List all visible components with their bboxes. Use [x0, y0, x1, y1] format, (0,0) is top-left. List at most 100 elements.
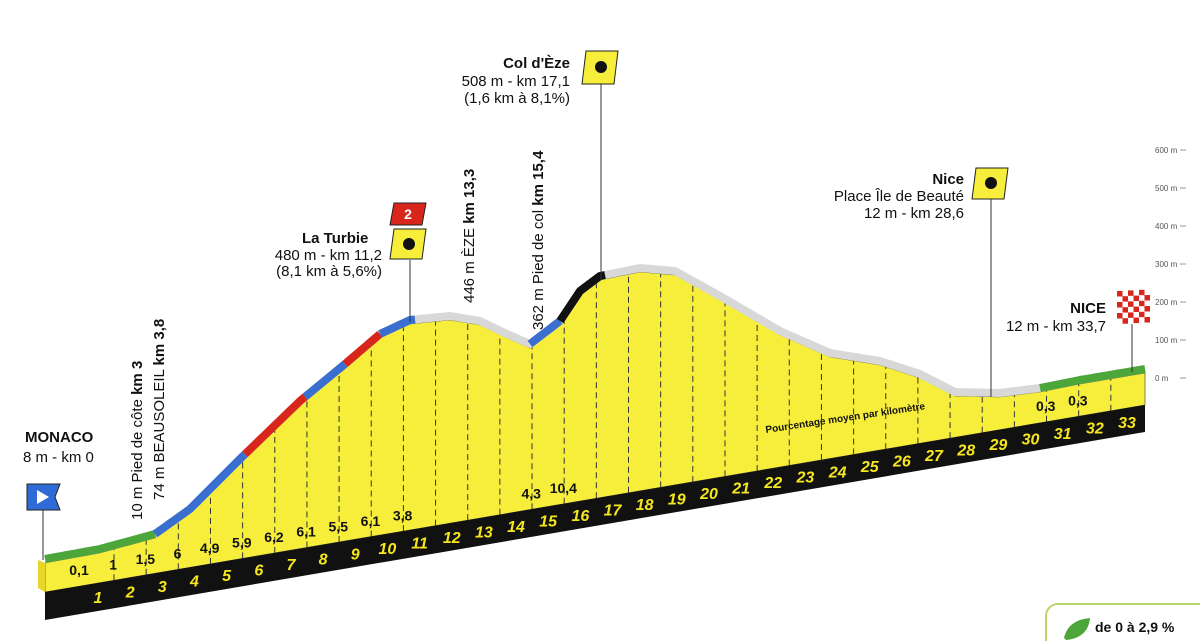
category: 2 — [404, 206, 412, 222]
note: 74 m BEAUSOLEIL — [151, 369, 168, 500]
check — [1139, 300, 1145, 307]
gradient-label: 6,1 — [361, 513, 381, 529]
road-segment — [527, 317, 563, 348]
km-marker: 6 — [254, 563, 263, 580]
km-marker: 10 — [379, 541, 397, 558]
axis-label: 0 m — [1155, 374, 1169, 383]
axis-label: 300 m — [1155, 260, 1178, 269]
legend-icon — [1064, 618, 1090, 640]
check — [1133, 290, 1139, 296]
side — [38, 560, 45, 592]
km-marker: 21 — [731, 481, 750, 498]
check — [1117, 313, 1123, 319]
check — [1133, 301, 1139, 307]
check — [1122, 318, 1128, 324]
climb-altitude: 508 m - km 17,1 — [462, 73, 570, 90]
km-markers: 10,12131,54654,965,976,286,195,5106,1113… — [69, 393, 1136, 607]
note: 10 m Pied de côte — [129, 399, 146, 520]
km-marker: 5 — [222, 568, 232, 585]
km-marker: 33 — [1118, 415, 1136, 432]
check — [1144, 289, 1150, 295]
check — [1133, 317, 1139, 324]
km-band — [45, 405, 1145, 620]
km-marker: 2 — [125, 585, 135, 602]
gradient-label: 1 — [109, 557, 117, 573]
km-marker: 29 — [988, 437, 1007, 454]
check — [1128, 312, 1134, 318]
altitude-axis: 600 m 500 m 400 m 300 m 200 m 100 m 0 m — [1155, 146, 1186, 383]
check — [1128, 317, 1134, 324]
check — [1128, 301, 1134, 307]
check — [1139, 311, 1145, 318]
category-flag — [389, 202, 427, 226]
check — [1139, 317, 1145, 323]
gradient-label: 0,3 — [1068, 393, 1088, 409]
check — [1139, 295, 1145, 301]
icon — [37, 490, 49, 504]
km-marker: 3 — [158, 579, 167, 596]
axis-label: 200 m — [1155, 298, 1178, 307]
check — [1117, 291, 1123, 297]
km-marker: 24 — [828, 464, 847, 481]
road-segment — [378, 315, 416, 338]
km-marker: 11 — [411, 535, 428, 552]
axis-label: 500 m — [1155, 184, 1178, 193]
check — [1144, 317, 1150, 323]
gradient-label: 10,4 — [550, 480, 577, 496]
km-marker: 14 — [507, 519, 525, 536]
note: 362 m Pied de col — [530, 210, 547, 330]
km-marker: 25 — [860, 459, 880, 476]
finish-flag — [1117, 289, 1150, 324]
note-km: km 3 — [129, 361, 146, 395]
vertical-note: 362 m Pied de col km 15,4 — [530, 150, 547, 330]
km-marker: 22 — [763, 475, 782, 492]
km-marker: 18 — [636, 497, 654, 514]
finish-detail: 12 m - km 33,7 — [1006, 318, 1106, 335]
check — [1122, 290, 1128, 297]
check — [1144, 295, 1150, 301]
vertical-note: 446 m ÈZE km 13,3 — [461, 169, 478, 303]
gradient-label: 6 — [174, 546, 182, 562]
km-marker: 28 — [956, 442, 975, 459]
check — [1122, 296, 1128, 302]
note: 446 m ÈZE — [461, 228, 478, 303]
climb-detail: (8,1 km à 5,6%) — [276, 263, 382, 280]
km-marker: 20 — [699, 486, 718, 503]
check — [1133, 312, 1139, 318]
vertical-note: 10 m Pied de côte km 3 — [129, 361, 146, 520]
road-segment — [556, 271, 606, 324]
check — [1122, 312, 1128, 319]
sprint-place: Place Île de Beauté — [834, 188, 964, 205]
check — [1139, 289, 1145, 296]
gradient-label: 4,3 — [521, 485, 541, 501]
note-km: km 13,3 — [461, 169, 478, 224]
km-marker: 23 — [796, 470, 815, 487]
km-marker: 27 — [924, 448, 944, 465]
check — [1128, 295, 1134, 302]
check — [1133, 306, 1139, 313]
check — [1117, 318, 1123, 324]
check — [1122, 307, 1128, 313]
gradient-label: 0,1 — [69, 562, 89, 578]
check — [1117, 296, 1123, 302]
note-km: km 3,8 — [151, 319, 168, 366]
climb-detail: (1,6 km à 8,1%) — [464, 90, 570, 107]
check — [1117, 302, 1123, 308]
road-segment — [1039, 365, 1146, 392]
check — [1117, 307, 1123, 313]
climb-altitude: 480 m - km 11,2 — [275, 247, 382, 264]
check — [1128, 306, 1134, 313]
gradient-label: 1,5 — [136, 551, 156, 567]
gradient-label: 0,3 — [1036, 398, 1056, 414]
km-marker: 8 — [319, 552, 328, 569]
gradient-label: 4,9 — [200, 540, 220, 556]
icon — [595, 61, 607, 73]
gradient-label: 6,2 — [264, 529, 284, 545]
axis-label: 400 m — [1155, 222, 1178, 231]
check — [1122, 301, 1128, 308]
profile — [38, 271, 1146, 620]
km-marker: 32 — [1086, 421, 1104, 438]
km-lines — [113, 273, 1112, 581]
axis-label: 100 m — [1155, 336, 1178, 345]
